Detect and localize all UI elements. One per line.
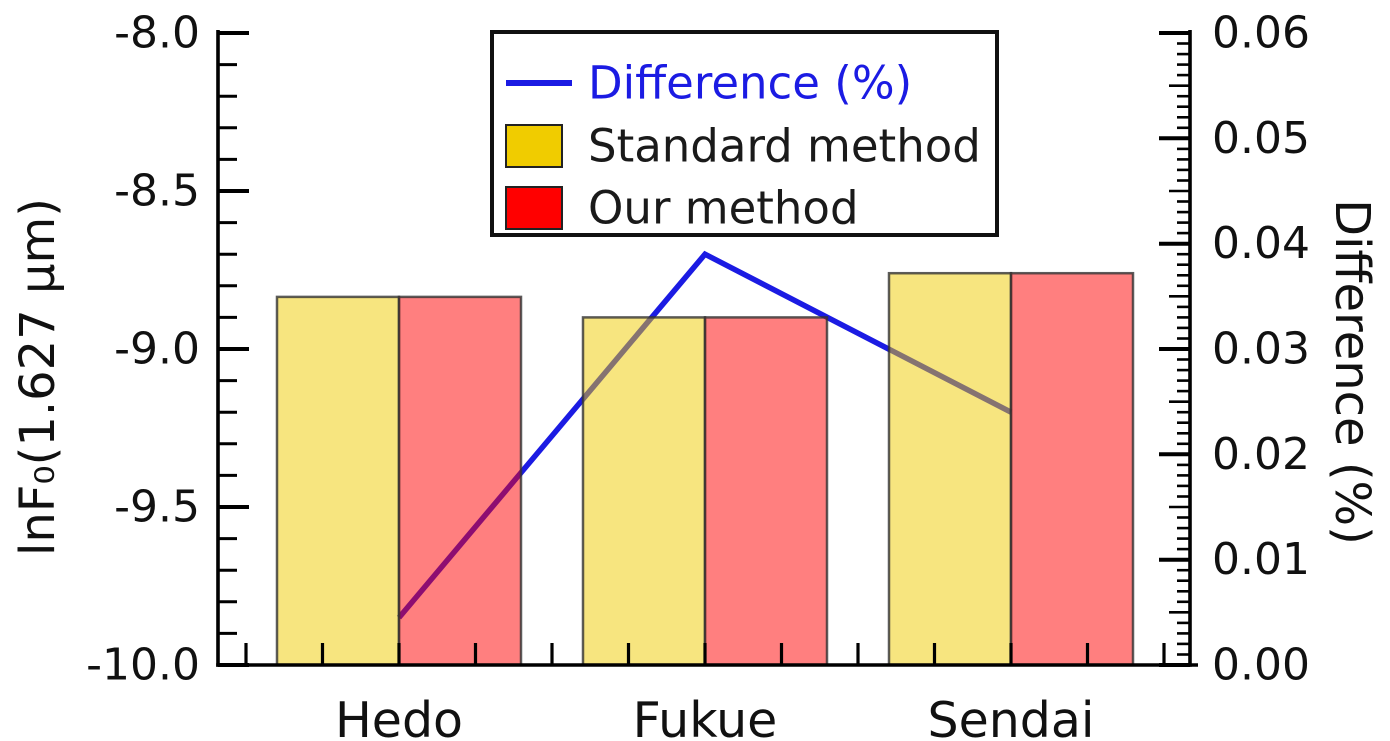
left-tick-label: -10.0 (86, 640, 200, 691)
category-label-fukue: Fukue (633, 692, 778, 741)
legend-frame (490, 30, 999, 237)
bar-fukue-standard (581, 316, 707, 667)
bars-layer (275, 271, 1135, 667)
left-axis-title: lnF₀(1.627 μm) (10, 198, 66, 556)
axes-ticks-layer (216, 30, 1198, 667)
right-tick-label: 0.04 (1212, 218, 1310, 269)
legend: Difference (%) Standard method Our metho… (490, 30, 999, 237)
tick-labels-layer: -8.0 -8.5 -9.0 -9.5 -10.0 0.06 0.05 0.04 0.03 0.0… (86, 8, 1310, 691)
bar-sendai-standard (887, 271, 1013, 667)
right-tick-label: 0.05 (1212, 113, 1310, 164)
bar-hedo-ours (397, 295, 523, 667)
right-axis-title: Difference (%) (1324, 199, 1380, 545)
legend-swatch-ours (505, 186, 563, 230)
legend-label-difference: Difference (%) (588, 57, 912, 110)
legend-swatch-standard (505, 124, 563, 168)
right-tick-label: 0.01 (1212, 534, 1310, 585)
right-tick-label: 0.06 (1212, 8, 1310, 59)
left-tick-label: -8.0 (114, 8, 200, 59)
bar-sendai-ours (1009, 271, 1135, 667)
category-label-hedo: Hedo (335, 692, 463, 741)
legend-label-standard: Standard method (588, 120, 981, 173)
left-tick-label: -8.5 (114, 166, 200, 217)
left-tick-label: -9.5 (114, 482, 200, 533)
legend-label-ours: Our method (588, 182, 859, 235)
left-tick-label: -9.0 (114, 324, 200, 375)
bar-hedo-standard (275, 295, 401, 667)
right-tick-label: 0.00 (1212, 640, 1310, 691)
right-tick-label: 0.03 (1212, 324, 1310, 375)
right-tick-label: 0.02 (1212, 429, 1310, 480)
bar-fukue-ours (703, 316, 829, 667)
category-label-sendai: Sendai (927, 692, 1094, 741)
